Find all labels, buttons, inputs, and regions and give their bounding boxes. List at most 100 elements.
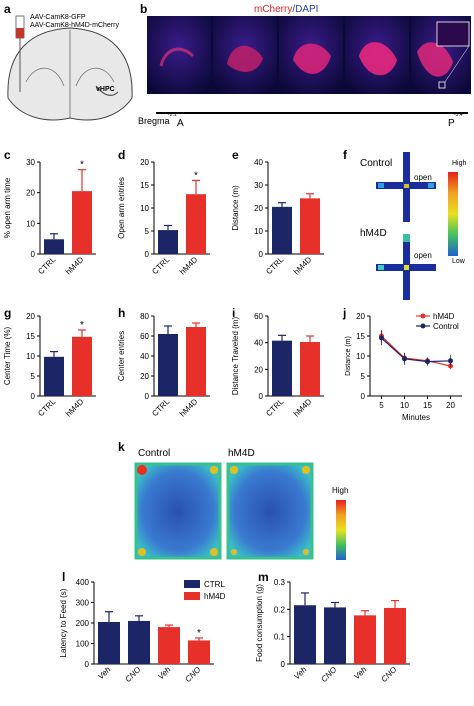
y-axis-label: Distance Traveled (m)	[231, 317, 240, 396]
y-tick-label: 0	[259, 250, 264, 259]
bregma-axis	[156, 112, 468, 114]
x-axis-label: Minutes	[402, 413, 430, 422]
bar	[354, 615, 376, 664]
chart-open-arm-time: 0 10 20 30 % open arm time CTRL * hM4D	[3, 158, 96, 277]
brain-schematic	[7, 15, 133, 121]
bar	[158, 230, 178, 254]
histology-strip	[147, 16, 471, 94]
bregma-end-value: -3.4	[454, 112, 463, 118]
chart-center-time: 0 5 10 15 20 Center Time (%) CTRL * hM4D	[3, 312, 96, 419]
y-tick-label: 0	[281, 660, 286, 669]
significance-star: *	[194, 170, 198, 181]
chart-epm-distance: 0 10 20 30 40 Distance (m) CTRL hM4D	[231, 158, 324, 277]
y-tick-label: 15	[356, 332, 365, 341]
x-tick-label: hM4D	[178, 397, 200, 419]
y-tick-label: 0	[361, 392, 366, 401]
y-tick-label: 0	[145, 392, 150, 401]
y-tick-label: 0.2	[274, 605, 286, 614]
y-tick-label: 10	[254, 227, 263, 236]
y-tick-label: 0	[145, 250, 150, 259]
chart-distance-time: 0 5 10 15 20 5 10 15 20 Minutes Distance (m) hM4DCo…	[345, 312, 462, 422]
legend-swatch	[184, 592, 200, 600]
epm-control-label: Control	[360, 158, 393, 169]
virus-label-hm4d: AAV-CamK8-hM4D-mCherry	[30, 22, 119, 29]
y-axis-label: Distance (m)	[231, 185, 240, 231]
x-tick-label: CNO	[183, 665, 202, 684]
y-tick-label: 0.3	[274, 578, 286, 587]
panel-letter-j: j	[343, 306, 347, 320]
y-tick-label: 20	[254, 204, 263, 213]
y-tick-label: 0.1	[274, 633, 286, 642]
open-field-heatmaps	[134, 462, 314, 560]
legend-label: hM4D	[204, 592, 226, 601]
data-point	[448, 358, 453, 364]
epm-open-label-control: open	[414, 173, 432, 182]
x-tick-label: Veh	[352, 665, 369, 682]
chart-distance-traveled: 0 20 40 60 Distance Traveled (m) CTRL hM4D	[231, 312, 324, 419]
y-tick-label: 30	[26, 158, 35, 167]
y-tick-label: 40	[254, 158, 263, 167]
y-tick-label: 20	[140, 158, 149, 167]
x-tick-label: CTRL	[264, 255, 286, 277]
y-axis-label: Food consumption (g)	[255, 584, 264, 662]
dapi-label: DAPI	[295, 4, 319, 15]
x-tick-label: CTRL	[150, 397, 172, 419]
y-tick-label: 20	[356, 312, 365, 321]
y-tick-label: 200	[76, 619, 90, 628]
x-tick-label: hM4D	[292, 397, 314, 419]
y-axis-label: % open arm time	[3, 177, 12, 238]
panel-letter-a: a	[4, 2, 11, 16]
panel-letter-c: c	[4, 148, 11, 162]
of-hm4d-label: hM4D	[228, 448, 255, 459]
y-tick-label: 20	[140, 372, 149, 381]
x-tick-label: hM4D	[64, 397, 86, 419]
x-tick-label: 20	[446, 401, 455, 410]
data-point	[425, 359, 430, 365]
of-scale-high: High	[332, 486, 349, 495]
panel-letter-l: l	[62, 570, 66, 584]
y-tick-label: 400	[76, 578, 90, 587]
panel-letter-d: d	[118, 148, 126, 162]
y-axis-label: Center Time (%)	[3, 327, 12, 386]
y-tick-label: 20	[254, 365, 263, 374]
series-line	[381, 337, 451, 363]
legend-label: CTRL	[204, 580, 225, 589]
panel-letter-b: b	[140, 2, 148, 16]
y-tick-label: 10	[140, 204, 149, 213]
x-tick-label: Veh	[96, 665, 113, 682]
stain-title: mCherry/DAPI	[254, 4, 318, 15]
legend-label: Control	[433, 322, 459, 331]
panel-letter-h: h	[118, 306, 126, 320]
panel-letter-m: m	[258, 570, 269, 584]
y-tick-label: 15	[26, 332, 35, 341]
x-tick-label: 5	[379, 401, 384, 410]
bar	[324, 607, 346, 664]
y-tick-label: 40	[254, 339, 263, 348]
y-tick-label: 20	[26, 312, 35, 321]
bar	[272, 340, 292, 396]
panel-letter-e: e	[232, 148, 239, 162]
bar	[44, 239, 64, 254]
chart-food-consumption: 0 0.1 0.2 0.3 Food consumption (g) Veh CNO Veh C…	[255, 578, 410, 684]
x-tick-label: Veh	[292, 665, 309, 682]
y-tick-label: 100	[76, 640, 90, 649]
significance-star: *	[197, 628, 201, 639]
histology-sections	[147, 16, 471, 94]
bar	[44, 356, 64, 396]
x-tick-label: hM4D	[292, 255, 314, 277]
virus-label-gfp: AAV-CamK8-GFP	[30, 14, 86, 21]
data-point	[402, 356, 407, 362]
x-tick-label: CTRL	[264, 397, 286, 419]
legend-label: hM4D	[433, 312, 455, 321]
bar	[72, 191, 92, 254]
x-tick-label: CTRL	[36, 397, 58, 419]
y-tick-label: 10	[26, 352, 35, 361]
region-label: vHPC	[96, 86, 115, 93]
x-tick-label: 15	[423, 401, 432, 410]
title-separator: /	[292, 4, 296, 15]
chart-open-arm-entries: 0 5 10 15 20 Open arm entries CTRL * hM4D	[117, 158, 210, 277]
x-tick-label: CNO	[319, 665, 338, 684]
x-tick-label: CNO	[123, 665, 142, 684]
epm-heatmaps	[376, 152, 436, 300]
epm-scale-high: High	[452, 160, 467, 167]
